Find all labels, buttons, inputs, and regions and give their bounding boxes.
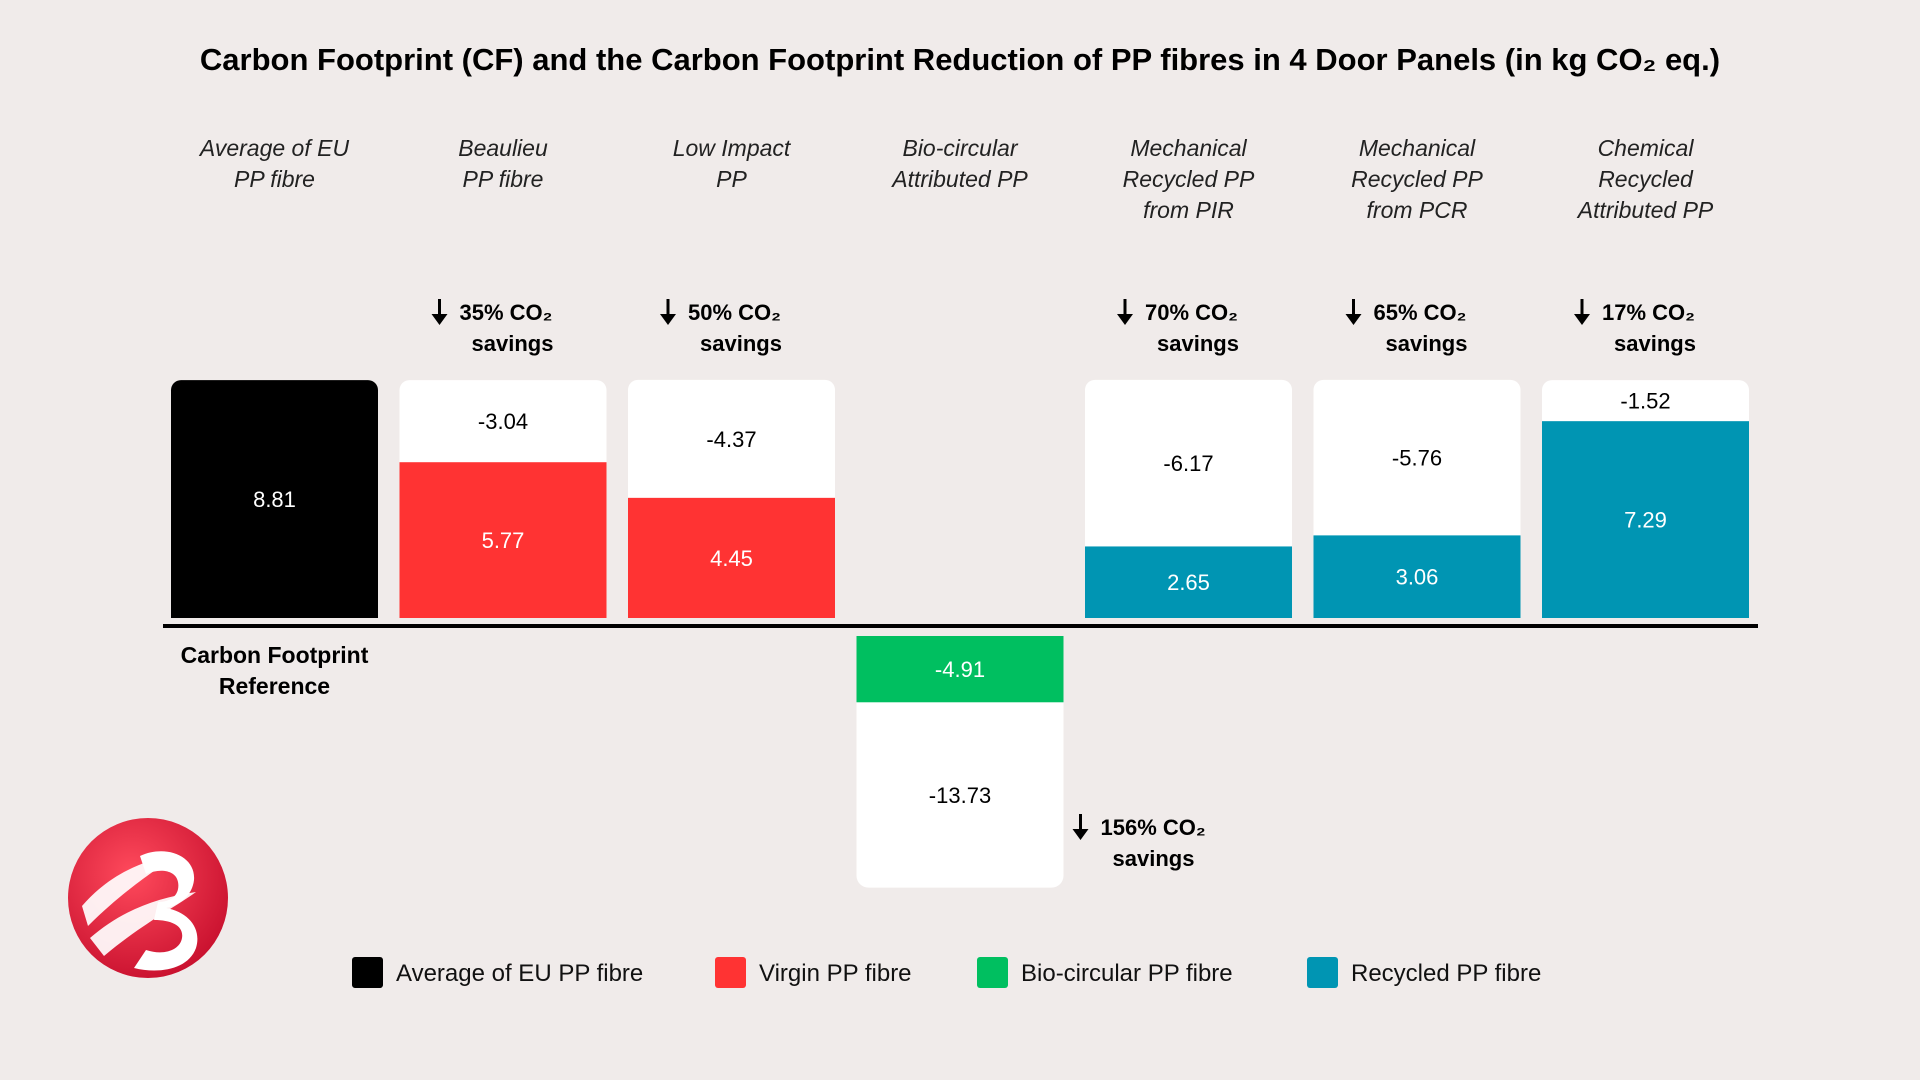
down-arrow-head-icon — [1072, 829, 1089, 840]
legend-item: Average of EU PP fibre — [352, 957, 643, 988]
footprint-bar — [1085, 546, 1292, 618]
category-label: Bio-circular Attributed PP — [890, 135, 1028, 192]
reduction-bar — [856, 690, 1064, 888]
reduction-value-label: -4.37 — [706, 427, 756, 452]
savings-word: savings — [700, 331, 782, 356]
footprint-bar — [628, 497, 835, 618]
footprint-bar — [399, 462, 607, 618]
down-arrow-head-icon — [1574, 314, 1590, 325]
legend-item: Bio-circular PP fibre — [977, 957, 1233, 988]
savings-word: savings — [1113, 846, 1195, 871]
legend-item: Recycled PP fibre — [1307, 957, 1541, 988]
down-arrow-head-icon — [1117, 314, 1133, 325]
savings-word: savings — [1157, 331, 1239, 356]
down-arrow-head-icon — [1345, 314, 1362, 325]
legend-label: Virgin PP fibre — [759, 960, 912, 987]
legend-swatch — [1307, 957, 1338, 988]
legend-swatch — [977, 957, 1008, 988]
savings-percent: 70% CO₂ — [1145, 300, 1238, 325]
footprint-bar — [1313, 535, 1521, 618]
footprint-bar-body — [171, 400, 378, 618]
savings-annotation: 17% CO₂ savings — [1574, 299, 1696, 356]
category-label: Beaulieu PP fibre — [458, 135, 548, 192]
reference-label: Carbon Footprint Reference — [181, 642, 369, 699]
reduction-bar — [399, 380, 607, 475]
down-arrow-head-icon — [431, 314, 448, 325]
savings-annotation: 156% CO₂ savings — [1072, 814, 1206, 871]
category-label: Average of EU PP fibre — [198, 135, 350, 192]
reduction-value-label: -13.73 — [929, 783, 991, 808]
savings-annotation: 65% CO₂ savings — [1345, 299, 1468, 356]
savings-annotation: 70% CO₂ savings — [1117, 299, 1239, 356]
savings-percent: 156% CO₂ — [1101, 815, 1206, 840]
savings-annotation: 35% CO₂ savings — [431, 299, 554, 356]
reduction-value-label: -3.04 — [478, 409, 528, 434]
savings-word: savings — [1614, 331, 1696, 356]
savings-percent: 50% CO₂ — [688, 300, 781, 325]
category-label: Mechanical Recycled PP from PCR — [1351, 135, 1483, 223]
footprint-value-label: 3.06 — [1396, 565, 1439, 590]
chart-title: Carbon Footprint (CF) and the Carbon Foo… — [200, 42, 1720, 77]
reduction-value-label: -1.52 — [1620, 389, 1670, 414]
reduction-bar — [1542, 380, 1749, 434]
footprint-value-label: 4.45 — [710, 546, 753, 571]
footprint-value-label: 8.81 — [253, 487, 296, 512]
footprint-value-label: -4.91 — [935, 657, 985, 682]
category-label: Mechanical Recycled PP from PIR — [1123, 135, 1255, 223]
legend-label: Bio-circular PP fibre — [1021, 960, 1233, 987]
footprint-bar — [1542, 421, 1749, 618]
reduction-value-label: -5.76 — [1392, 446, 1442, 471]
savings-annotation: 50% CO₂ savings — [660, 299, 782, 356]
savings-percent: 65% CO₂ — [1374, 300, 1467, 325]
reduction-bar — [1313, 379, 1521, 548]
footprint-value-label: 5.77 — [482, 528, 525, 553]
category-label: Chemical Recycled Attributed PP — [1576, 135, 1714, 223]
beaulieu-b-logo-icon — [68, 818, 228, 978]
down-arrow-head-icon — [660, 314, 676, 325]
footprint-value-label: 7.29 — [1624, 508, 1667, 533]
category-label: Low Impact PP — [673, 135, 792, 192]
reduction-value-label: -6.17 — [1163, 451, 1213, 476]
legend-label: Recycled PP fibre — [1351, 960, 1541, 987]
savings-word: savings — [1386, 331, 1468, 356]
legend-item: Virgin PP fibre — [715, 957, 912, 988]
legend-swatch — [352, 957, 383, 988]
legend-swatch — [715, 957, 746, 988]
footprint-value-label: 2.65 — [1167, 570, 1210, 595]
footprint-bar — [856, 636, 1064, 703]
reduction-bar — [1085, 379, 1292, 559]
legend-label: Average of EU PP fibre — [396, 960, 643, 987]
savings-word: savings — [472, 331, 554, 356]
savings-percent: 35% CO₂ — [460, 300, 553, 325]
reduction-bar — [628, 379, 835, 510]
savings-percent: 17% CO₂ — [1602, 300, 1695, 325]
